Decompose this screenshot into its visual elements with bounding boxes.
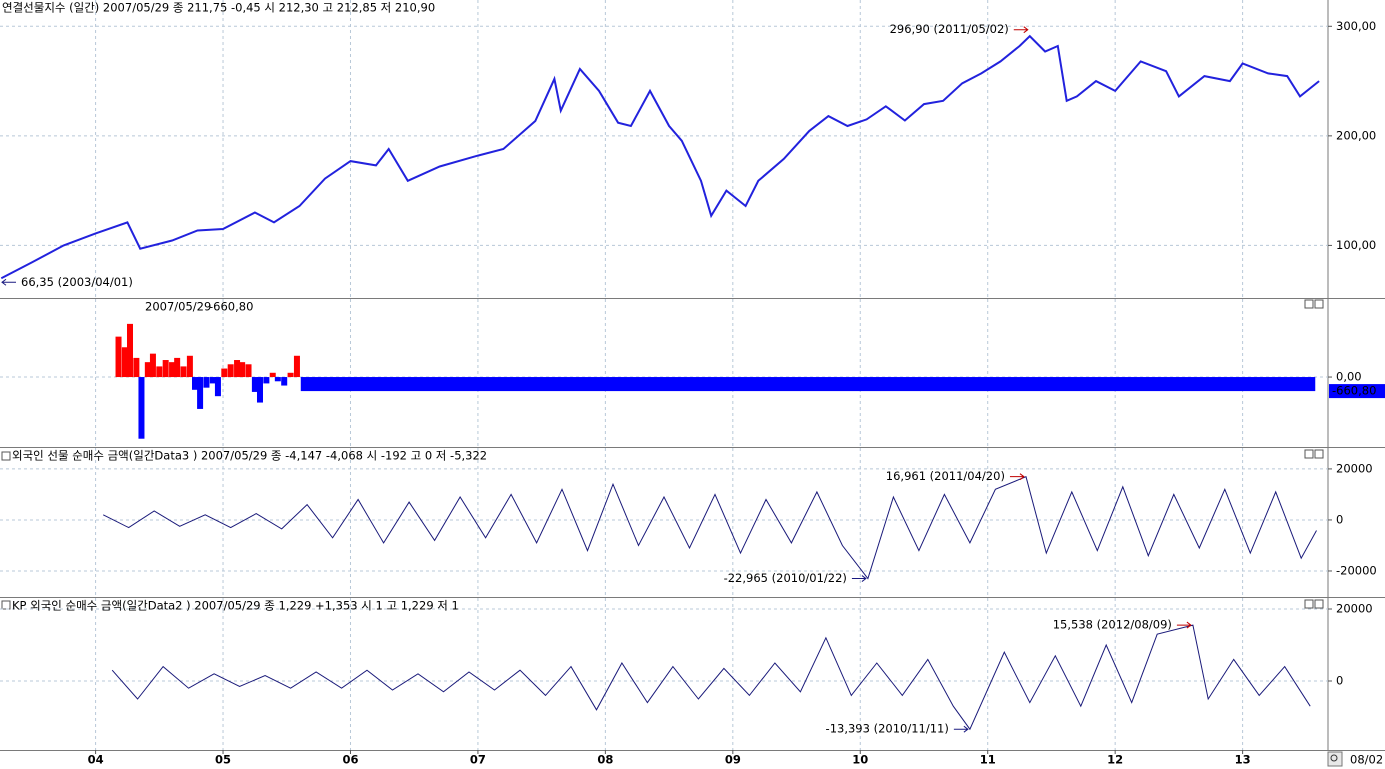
pane-title: 외국인 선물 순매수 금액(일간Data3 ) 2007/05/29 종 -4,… <box>12 449 487 463</box>
y-tick-label: -20000 <box>1336 563 1377 577</box>
x-tick-label: 11 <box>980 753 996 767</box>
annotation-arrow <box>1 278 16 286</box>
bar <box>293 355 300 378</box>
data-line <box>102 476 1317 580</box>
corner-label: 08/02 <box>1350 753 1383 767</box>
x-tick-label: 08 <box>597 753 613 767</box>
x-tick-label: 12 <box>1107 753 1123 767</box>
y-tick-label: 20000 <box>1336 602 1373 616</box>
x-tick-label: 10 <box>852 753 868 767</box>
bar <box>174 357 181 378</box>
close-button[interactable] <box>1314 299 1324 309</box>
y-tick-label: 0,00 <box>1336 370 1362 384</box>
bar <box>186 355 193 378</box>
bar <box>256 377 263 403</box>
annotation-arrow <box>1013 26 1029 34</box>
value-band <box>300 377 1316 392</box>
bar <box>156 366 163 378</box>
bar <box>234 360 241 378</box>
bar <box>263 377 270 384</box>
minimize-button[interactable] <box>1304 599 1314 609</box>
bar <box>191 377 198 390</box>
y-tick-label: 20000 <box>1336 461 1373 475</box>
bar <box>126 323 133 378</box>
pane-buttons <box>1 299 1324 610</box>
bar <box>138 377 145 439</box>
pane-title: 연결선물지수 (일간) 2007/05/29 종 211,75 -0,45 시 … <box>2 1 435 15</box>
bar <box>144 362 151 378</box>
zoom-icon <box>1330 754 1338 762</box>
annotation: -22,965 (2010/01/22) <box>724 571 847 585</box>
annotation: 16,961 (2011/04/20) <box>886 469 1005 483</box>
annotation-arrow <box>1176 621 1192 629</box>
bar <box>133 357 140 378</box>
annotation-arrow <box>953 725 969 733</box>
bar <box>251 377 258 392</box>
annotation-arrow <box>851 575 867 582</box>
pane-title: 2007/05/29 <box>145 300 211 314</box>
pane-menu-button[interactable] <box>1 600 11 610</box>
annotation: -13,393 (2010/11/11) <box>826 722 949 736</box>
bar <box>269 372 276 378</box>
bar <box>149 353 156 378</box>
bar <box>281 377 288 386</box>
y-tick-label: 200,00 <box>1336 128 1376 142</box>
annotation: 66,35 (2003/04/01) <box>21 275 133 289</box>
minimize-button[interactable] <box>1304 449 1314 459</box>
y-tick-label: 0 <box>1336 674 1343 688</box>
y-tick-label: 0 <box>1336 512 1343 526</box>
bar <box>239 362 246 378</box>
bar <box>169 362 176 378</box>
header-value: -660,80 <box>209 300 253 314</box>
bar <box>214 377 221 397</box>
value-box-label: -660,80 <box>1332 384 1376 398</box>
bar <box>274 377 281 382</box>
x-tick-label: 04 <box>88 753 104 767</box>
minimize-button[interactable] <box>1304 299 1314 309</box>
bar <box>115 336 122 378</box>
bar <box>197 377 204 409</box>
bar <box>209 377 216 384</box>
close-button[interactable] <box>1314 449 1324 459</box>
x-tick-label: 06 <box>342 753 358 767</box>
x-tick-label: 05 <box>215 753 231 767</box>
bar <box>203 377 210 388</box>
close-button[interactable] <box>1314 599 1324 609</box>
annotation: 15,538 (2012/08/09) <box>1053 618 1172 632</box>
y-tick-label: 300,00 <box>1336 19 1376 33</box>
bar <box>180 366 187 378</box>
bar <box>121 347 128 378</box>
annotation: 296,90 (2011/05/02) <box>890 22 1009 36</box>
y-tick-label: 100,00 <box>1336 238 1376 252</box>
pane-title: KP 외국인 순매수 금액(일간Data2 ) 2007/05/29 종 1,2… <box>12 599 459 613</box>
x-tick-label: 07 <box>470 753 486 767</box>
bar <box>227 364 234 378</box>
bar <box>287 372 294 378</box>
pane-menu-button[interactable] <box>1 451 11 461</box>
zoom-button[interactable] <box>1327 751 1343 767</box>
bar <box>162 360 169 378</box>
annotation-arrow <box>1009 473 1025 481</box>
x-tick-label: 09 <box>725 753 741 767</box>
bar <box>221 368 228 378</box>
x-tick-label: 13 <box>1235 753 1251 767</box>
value-box <box>1329 384 1385 399</box>
data-line <box>111 624 1311 731</box>
data-line <box>0 34 1320 280</box>
bar <box>245 364 252 378</box>
